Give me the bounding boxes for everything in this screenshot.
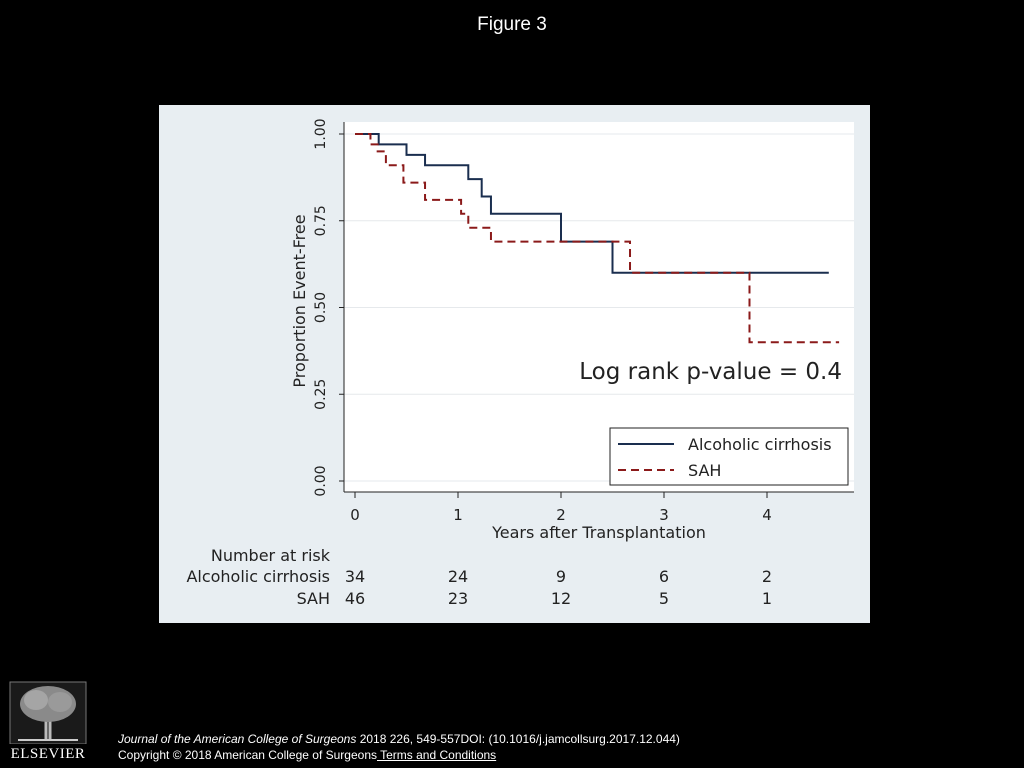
x-tick-label: 1: [453, 506, 463, 524]
series-lines: [355, 133, 840, 344]
journal-name: Journal of the American College of Surge…: [118, 732, 357, 746]
legend-label: Alcoholic cirrhosis: [688, 435, 832, 454]
risk-value: 2: [762, 567, 772, 586]
risk-value: 9: [556, 567, 566, 586]
risk-value: 6: [659, 567, 669, 586]
legend: Alcoholic cirrhosis SAH: [609, 427, 849, 486]
x-axis-title: Years after Transplantation: [491, 523, 706, 542]
risk-table: Number at risk Alcoholic cirrhosis 34 24 9 6 2…: [186, 546, 772, 608]
risk-value: 46: [345, 589, 365, 608]
tree-icon: [9, 681, 87, 745]
x-tick-label: 0: [350, 506, 360, 524]
risk-row-label: SAH: [297, 589, 330, 608]
risk-value: 5: [659, 589, 669, 608]
y-tick-label: 0.75: [313, 205, 329, 236]
y-tick-label: 0.25: [313, 379, 329, 410]
y-tick-label: 0.50: [313, 292, 329, 323]
risk-value: 12: [551, 589, 571, 608]
y-tick-label: 0.00: [313, 465, 329, 496]
x-tick-label: 4: [762, 506, 772, 524]
risk-value: 1: [762, 589, 772, 608]
risk-value: 34: [345, 567, 365, 586]
risk-table-header: Number at risk: [211, 546, 331, 565]
series-line-alcoholic-cirrhosis: [355, 133, 829, 274]
slide-title: Figure 3: [477, 14, 547, 35]
legend-box: [609, 427, 849, 486]
terms-link[interactable]: Terms and Conditions: [377, 748, 497, 762]
risk-row-label: Alcoholic cirrhosis: [186, 567, 330, 586]
risk-value: 23: [448, 589, 468, 608]
citation-line: Journal of the American College of Surge…: [118, 731, 680, 747]
axes: 0.00 0.25 0.50 0.75 1.00 0 1 2 3 4 Years after Tra…: [290, 118, 854, 542]
log-rank-annotation: Log rank p-value = 0.4: [579, 359, 842, 385]
citation-details: 2018 226, 549-557DOI: (10.1016/j.jamcoll…: [356, 732, 680, 746]
x-tick-label: 3: [659, 506, 669, 524]
citation: Journal of the American College of Surge…: [118, 731, 680, 763]
risk-value: 24: [448, 567, 468, 586]
copyright: Copyright © 2018 American College of Sur…: [118, 748, 377, 762]
publisher-wordmark: ELSEVIER: [10, 746, 86, 762]
copyright-line: Copyright © 2018 American College of Sur…: [118, 747, 680, 763]
figure-panel: 0.00 0.25 0.50 0.75 1.00 0 1 2 3 4 Years after Tra…: [159, 105, 870, 623]
legend-label: SAH: [688, 461, 721, 480]
y-tick-label: 1.00: [313, 118, 329, 149]
elsevier-logo: ELSEVIER: [8, 680, 88, 766]
y-axis-title: Proportion Event-Free: [290, 214, 309, 387]
x-tick-label: 2: [556, 506, 566, 524]
